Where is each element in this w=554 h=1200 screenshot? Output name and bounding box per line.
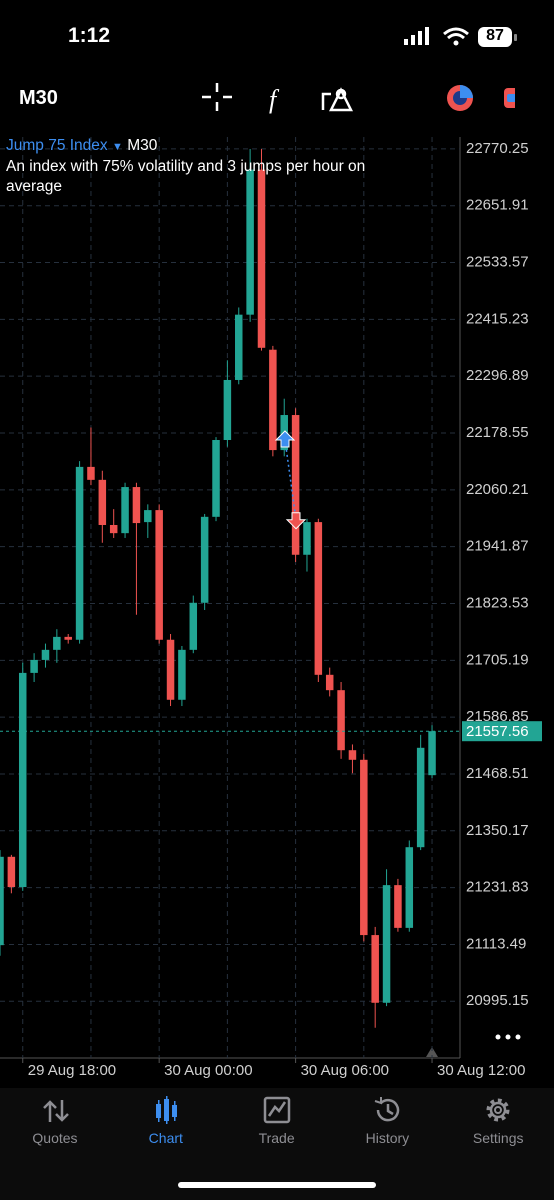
x-tick-label: 30 Aug 06:00 xyxy=(301,1062,389,1079)
nav-item[interactable]: History xyxy=(332,1090,442,1160)
candle-body xyxy=(87,466,95,480)
nav-label: History xyxy=(365,1130,410,1146)
candle-body xyxy=(212,439,220,517)
nav-icon xyxy=(43,1100,69,1122)
candle-body xyxy=(416,747,425,848)
nav-icon xyxy=(155,1096,177,1124)
nav-label: Trade xyxy=(258,1130,295,1146)
candle-body xyxy=(337,690,345,751)
scroll-marker xyxy=(426,1047,438,1057)
candlestick-chart: 22770.25 22651.91 22533.57 22415.23 22296.89… xyxy=(0,137,542,1079)
nav-icon xyxy=(263,1096,290,1124)
candle-body xyxy=(64,636,72,640)
candle-body xyxy=(325,674,334,691)
trade-link xyxy=(284,439,297,520)
grid xyxy=(0,137,460,1058)
chart-header: Jump 75 Index ▼ M30 An index with 75% vo… xyxy=(6,136,406,197)
candle-body xyxy=(121,487,129,534)
candle-body xyxy=(53,636,61,650)
y-tick-label: 21113.49 xyxy=(466,935,526,952)
candle-body xyxy=(166,639,175,700)
y-tick-label: 21941.87 xyxy=(466,538,529,555)
candle-body xyxy=(405,847,414,928)
candle-body xyxy=(75,466,84,640)
candle-body xyxy=(132,487,141,524)
timeframe-button[interactable]: M30 xyxy=(19,87,58,109)
last-price-label: 21557.56 xyxy=(466,723,529,740)
y-tick-label: 22770.25 xyxy=(466,140,529,157)
nav-item[interactable]: Settings xyxy=(443,1090,553,1160)
candle-body xyxy=(223,379,232,440)
candle-body xyxy=(7,856,16,888)
candle-body xyxy=(394,885,402,928)
buy-marker xyxy=(274,430,296,448)
nav-item[interactable]: Trade xyxy=(222,1090,332,1160)
candle-body xyxy=(348,750,357,760)
y-tick-label: 22415.23 xyxy=(466,310,529,327)
nav-item[interactable]: Quotes xyxy=(0,1090,110,1160)
symbol-description: An index with 75% volatility and 3 jumps… xyxy=(6,158,366,195)
more-dot[interactable] xyxy=(515,1034,521,1040)
candle-body xyxy=(382,885,391,1003)
candle-body xyxy=(428,731,436,776)
candle-body xyxy=(360,759,368,936)
y-tick-label: 21586.85 xyxy=(466,708,529,725)
candle-body xyxy=(144,510,152,523)
x-tick-label: 29 Aug 18:00 xyxy=(28,1062,116,1079)
x-tick-label: 30 Aug 00:00 xyxy=(164,1062,252,1079)
y-tick-label: 20995.15 xyxy=(466,992,529,1009)
y-tick-label: 21350.17 xyxy=(466,822,529,839)
x-tick-label: 30 Aug 12:00 xyxy=(437,1062,525,1079)
candle-body xyxy=(30,659,38,673)
last-price-tag xyxy=(462,721,542,742)
y-tick-label: 21823.53 xyxy=(466,594,529,611)
more-dot[interactable] xyxy=(505,1034,511,1040)
nav-icon xyxy=(486,1098,510,1122)
nav-label: Quotes xyxy=(32,1130,78,1146)
y-tick-label: 22533.57 xyxy=(466,254,529,271)
candle-body xyxy=(246,169,254,315)
y-tick-label: 21231.83 xyxy=(466,879,529,896)
bottom-bar xyxy=(0,1088,554,1200)
y-tick-label: 22178.55 xyxy=(466,424,529,441)
y-tick-label: 22060.21 xyxy=(466,481,529,498)
candle-body xyxy=(200,516,209,603)
status-time: 1:12 xyxy=(68,24,111,47)
candle-body xyxy=(269,349,277,451)
battery-level: 87 xyxy=(486,27,504,44)
y-tick-label: 22651.91 xyxy=(466,197,529,214)
candle-body xyxy=(18,672,27,888)
nav-item[interactable]: Chart xyxy=(111,1090,221,1160)
nav-label: Chart xyxy=(148,1130,183,1146)
candle-body xyxy=(235,314,243,380)
candle-body xyxy=(109,524,118,534)
home-indicator xyxy=(178,1182,376,1188)
candle-body xyxy=(371,935,379,1003)
candle-body xyxy=(314,522,323,675)
candle-body xyxy=(155,510,163,640)
candle-body xyxy=(189,602,198,650)
y-tick-label: 22296.89 xyxy=(466,367,529,384)
candle-body xyxy=(0,856,4,946)
dropdown-caret[interactable]: ▼ xyxy=(112,141,123,153)
y-tick-label: 21705.19 xyxy=(466,651,529,668)
candle-body xyxy=(178,649,186,700)
candle-body xyxy=(41,649,50,660)
candle-body xyxy=(291,415,300,555)
toolbar-icons[interactable]: f xyxy=(195,80,515,116)
sell-marker xyxy=(285,512,307,530)
nav-label: Settings xyxy=(472,1130,524,1146)
y-tick-label: 21468.51 xyxy=(466,765,529,782)
status-icons xyxy=(404,27,517,47)
candle-body xyxy=(303,522,311,555)
candle-body xyxy=(98,479,107,525)
symbol-name[interactable]: Jump 75 Index xyxy=(6,137,108,154)
svg-text:f: f xyxy=(269,85,280,114)
nav-icon xyxy=(375,1097,400,1122)
candle-body xyxy=(257,169,266,348)
chart-timeframe: M30 xyxy=(127,137,158,154)
more-dot[interactable] xyxy=(495,1034,501,1040)
